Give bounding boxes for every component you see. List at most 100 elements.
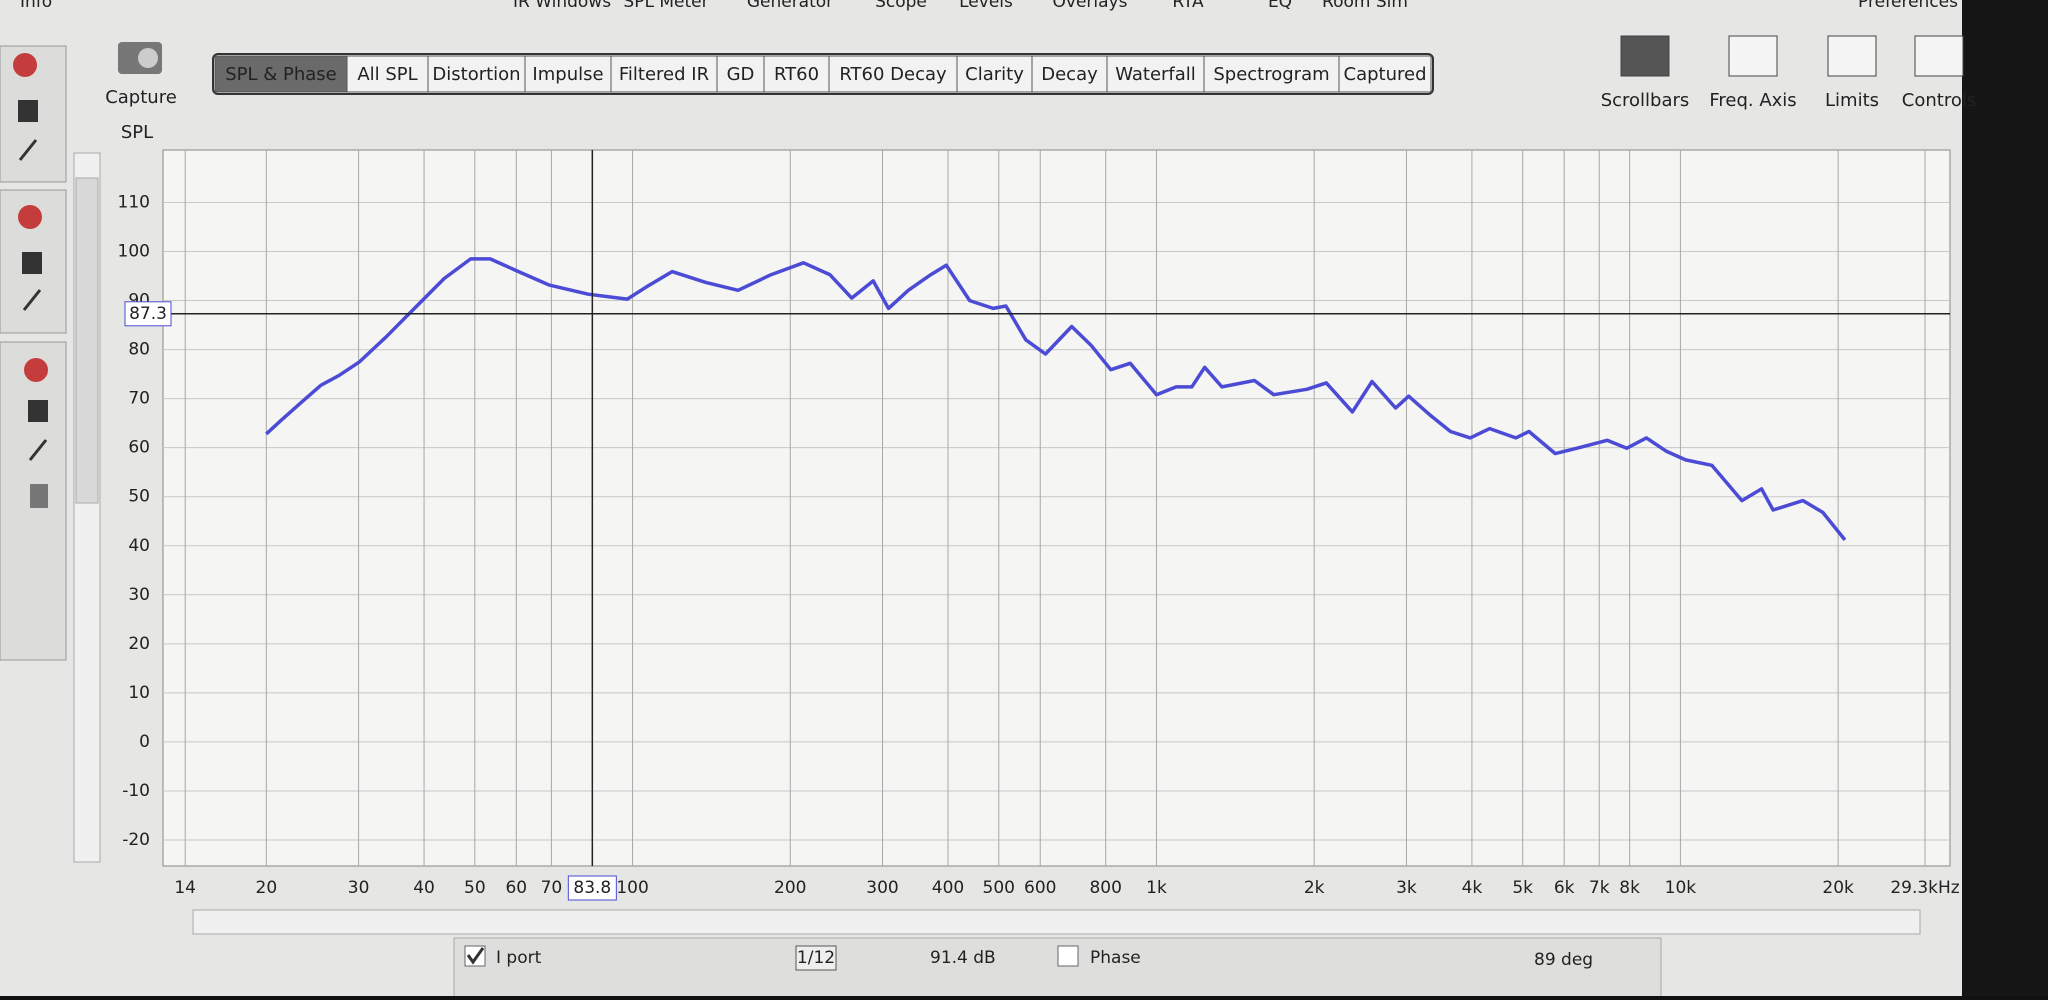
tab[interactable] bbox=[763, 55, 830, 93]
tool-icon[interactable] bbox=[1827, 35, 1877, 77]
x-tick-label: 300 bbox=[866, 878, 898, 898]
y-tick-label: 70 bbox=[128, 389, 150, 409]
tab[interactable] bbox=[1106, 55, 1205, 93]
menu-item[interactable]: Preferences bbox=[1858, 0, 1958, 12]
menu-item[interactable]: Info bbox=[20, 0, 52, 12]
phase-value: 89 deg bbox=[1534, 950, 1593, 970]
x-tick-label: 800 bbox=[1089, 878, 1121, 898]
tab-label[interactable]: Captured bbox=[1344, 64, 1427, 85]
tab-bar: SPL & Phase All SPL Distortion Impulse Filte… bbox=[212, 53, 1434, 95]
sidebar bbox=[0, 45, 67, 661]
x-tick-label: 1k bbox=[1146, 878, 1167, 898]
y-tick-label: 40 bbox=[128, 536, 150, 556]
y-axis-label: SPL bbox=[121, 122, 153, 143]
h-scrollbar[interactable] bbox=[192, 909, 1921, 935]
x-tick-label: 3k bbox=[1396, 878, 1417, 898]
x-tick-label: 50 bbox=[464, 878, 486, 898]
capture-icon[interactable] bbox=[138, 48, 158, 68]
y-tick-label: 0 bbox=[139, 732, 150, 752]
tool-label[interactable]: Controls bbox=[1902, 90, 1976, 111]
x-tick-label: 400 bbox=[932, 878, 964, 898]
tool-icon[interactable] bbox=[1914, 35, 1964, 77]
tab-label[interactable]: RT60 bbox=[774, 64, 819, 85]
y-tick-label: 80 bbox=[128, 340, 150, 360]
menu-item[interactable]: SPL Meter bbox=[623, 0, 708, 12]
x-tick-label: 500 bbox=[983, 878, 1015, 898]
tab-label[interactable]: Distortion bbox=[432, 64, 520, 85]
menu-item[interactable]: IR Windows bbox=[513, 0, 611, 12]
tool-icon[interactable] bbox=[1620, 35, 1670, 77]
x-tick-label: 20k bbox=[1822, 878, 1854, 898]
menu-item[interactable]: Scope bbox=[875, 0, 927, 12]
x-tick-label: 10k bbox=[1665, 878, 1697, 898]
x-tick-label: 14 bbox=[174, 878, 196, 898]
tab-label[interactable]: Spectrogram bbox=[1213, 64, 1329, 85]
x-tick-label: 60 bbox=[505, 878, 527, 898]
cursor-y-label: 87.3 bbox=[129, 304, 167, 324]
x-tick-label: 20 bbox=[256, 878, 278, 898]
cursor-label-box bbox=[124, 301, 172, 327]
checkmark bbox=[466, 947, 485, 965]
series-line bbox=[265, 257, 1847, 541]
tab-label[interactable]: SPL & Phase bbox=[225, 64, 337, 85]
cursor-label-box bbox=[567, 875, 617, 901]
x-tick-label: 100 bbox=[616, 878, 648, 898]
tab-label[interactable]: Waterfall bbox=[1115, 64, 1196, 85]
tab-label[interactable]: GD bbox=[727, 64, 755, 85]
menu-item[interactable]: EQ bbox=[1268, 0, 1292, 12]
y-tick-label: 30 bbox=[128, 585, 150, 605]
x-tick-label: 600 bbox=[1024, 878, 1056, 898]
smoothing-box[interactable] bbox=[795, 945, 837, 971]
x-tick-label: 7k bbox=[1589, 878, 1610, 898]
tool-icon[interactable] bbox=[1728, 35, 1778, 77]
tab[interactable] bbox=[524, 55, 612, 93]
series-name: I port bbox=[496, 948, 542, 968]
smoothing[interactable]: 1/12 bbox=[797, 948, 835, 968]
x-tick-label: 8k bbox=[1619, 878, 1640, 898]
tool-label[interactable]: Limits bbox=[1825, 90, 1879, 111]
x-tick-label: 2k bbox=[1304, 878, 1325, 898]
plot-area bbox=[162, 149, 1951, 867]
menu-item[interactable]: Room Sim bbox=[1322, 0, 1408, 12]
tab-label[interactable]: Impulse bbox=[532, 64, 603, 85]
capture-label[interactable]: Capture bbox=[105, 87, 177, 108]
tab-label[interactable]: All SPL bbox=[357, 64, 417, 85]
y-tick-label: 100 bbox=[118, 242, 150, 262]
menu-item[interactable]: Overlays bbox=[1053, 0, 1128, 12]
x-tick-label: 29.3kHz bbox=[1890, 878, 1959, 898]
y-tick-label: 20 bbox=[128, 634, 150, 654]
bezel bbox=[1962, 0, 2048, 996]
y-tick-label: 10 bbox=[128, 683, 150, 703]
tab[interactable] bbox=[716, 55, 765, 93]
tool-label[interactable]: Scrollbars bbox=[1601, 90, 1690, 111]
y-tick-label: 50 bbox=[128, 487, 150, 507]
menu-item[interactable]: RTA bbox=[1172, 0, 1204, 12]
x-tick-label: 200 bbox=[774, 878, 806, 898]
x-tick-label: 70 bbox=[541, 878, 563, 898]
menu-item[interactable]: Levels bbox=[959, 0, 1013, 12]
x-tick-label: 6k bbox=[1554, 878, 1575, 898]
y-tick-label: 110 bbox=[118, 192, 150, 212]
tab-label[interactable]: Decay bbox=[1041, 64, 1098, 85]
sidebar-icons[interactable] bbox=[13, 53, 48, 508]
menu-item[interactable]: Generator bbox=[747, 0, 833, 12]
phase-label: Phase bbox=[1090, 948, 1141, 968]
tool-label[interactable]: Freq. Axis bbox=[1709, 90, 1796, 111]
tab-label[interactable]: RT60 Decay bbox=[839, 64, 947, 85]
tab[interactable] bbox=[1203, 55, 1340, 93]
x-tick-label: 4k bbox=[1462, 878, 1483, 898]
checkbox[interactable] bbox=[1057, 945, 1079, 967]
tab[interactable] bbox=[427, 55, 526, 93]
cursor-x-label: 83.8 bbox=[573, 878, 611, 898]
tab-label[interactable]: Clarity bbox=[965, 64, 1024, 85]
level: 91.4 dB bbox=[930, 948, 996, 968]
y-tick-label: -20 bbox=[122, 830, 150, 850]
x-tick-label: 5k bbox=[1512, 878, 1533, 898]
v-scroll-thumb[interactable] bbox=[75, 177, 99, 504]
tab[interactable] bbox=[1338, 55, 1432, 93]
y-tick-label: -10 bbox=[122, 781, 150, 801]
tab[interactable] bbox=[610, 55, 718, 93]
tab-label[interactable]: Filtered IR bbox=[619, 64, 709, 85]
tab[interactable] bbox=[346, 55, 429, 93]
